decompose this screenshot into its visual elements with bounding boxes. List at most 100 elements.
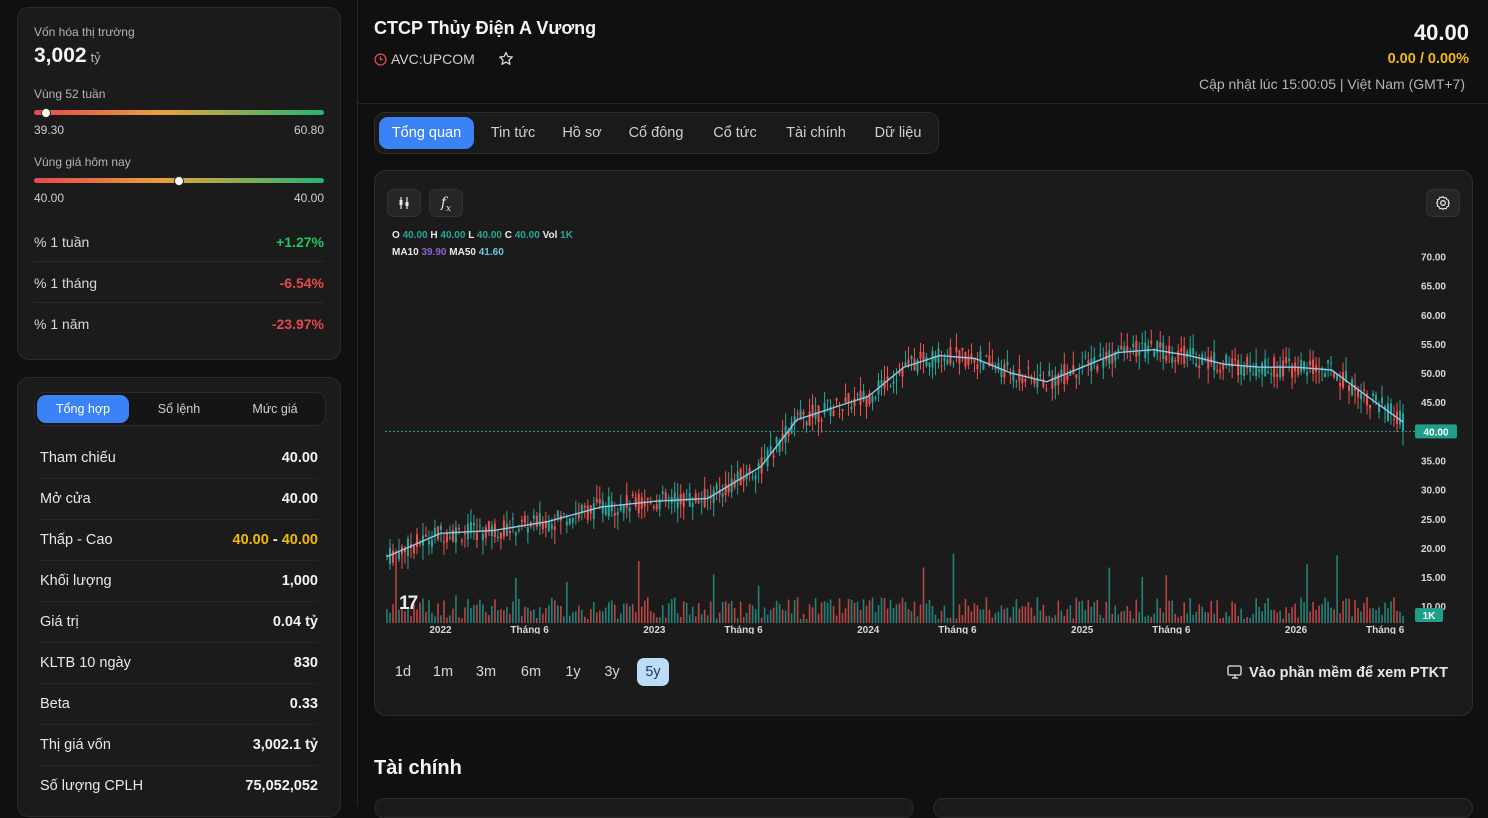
candle-body [1096, 365, 1099, 372]
tab-data[interactable]: Dữ liệu [874, 125, 922, 141]
volume-bar [751, 605, 754, 623]
tab-dividends[interactable]: Cổ tức [713, 125, 757, 141]
volume-bar [685, 602, 688, 623]
tab-orderbook[interactable]: Sổ lệnh [157, 402, 201, 416]
volume-bar [419, 602, 421, 623]
volume-bar [784, 610, 787, 623]
close-value: 40.00 [514, 230, 540, 241]
row-value: 1,000 [281, 573, 318, 589]
candle-body [871, 396, 874, 403]
candle-body [1078, 377, 1081, 379]
volume-bar [1390, 601, 1392, 623]
row-value: 40.00 - 40.00 [233, 532, 319, 548]
candle-body [1387, 403, 1390, 422]
star-icon[interactable] [498, 51, 514, 67]
candle-body [934, 355, 937, 362]
range-1m[interactable]: 1m [432, 664, 454, 680]
candle-body [1045, 388, 1048, 390]
candle-body [478, 525, 481, 527]
volume-bar [715, 618, 718, 623]
range52-low: 39.30 [34, 123, 65, 137]
tab-overview[interactable]: Tổng quan [379, 117, 474, 149]
candle-body [1138, 352, 1141, 356]
main-panel: CTCP Thủy Điện A Vương AVC:UPCOM 40.00 0… [358, 0, 1488, 818]
volume-bar [1078, 601, 1081, 623]
volume-bar [1258, 606, 1260, 623]
row-shares: Số lượng CPLH 75,052,052 [40, 766, 318, 807]
update-time: Cập nhật lúc 15:00:05 | Việt Nam (GMT+7) [1198, 76, 1465, 92]
volume-bar [1318, 605, 1320, 623]
candle-body [751, 476, 754, 478]
candle-body [700, 500, 703, 502]
candle-body [631, 494, 634, 496]
range-3m[interactable]: 3m [475, 664, 497, 680]
candle-body [433, 528, 436, 537]
x-tick-label: 2025 [1071, 625, 1094, 634]
gear-icon[interactable] [1426, 189, 1460, 217]
candle-body [628, 507, 631, 512]
volume-bar [1090, 606, 1093, 623]
volume-bar [587, 618, 589, 623]
candle-body [622, 504, 625, 513]
tab-shareholders[interactable]: Cổ đông [628, 125, 684, 141]
ma10-label: MA10 [392, 247, 419, 258]
volume-bar [997, 611, 1000, 623]
volume-bar [1048, 615, 1051, 623]
high-label: H [430, 230, 438, 241]
volume-bar [970, 611, 973, 623]
candle-body [1036, 377, 1039, 388]
volume-bar [682, 601, 685, 623]
candle-body [880, 380, 883, 384]
range-1y[interactable]: 1y [565, 664, 581, 680]
candlestick-icon[interactable] [387, 189, 421, 217]
candle-body [1258, 368, 1261, 372]
candle-body [832, 410, 835, 417]
volume-bar [1252, 614, 1254, 623]
range-5y[interactable]: 5y [637, 658, 669, 686]
candle-body [616, 511, 619, 516]
volume-bar [539, 607, 541, 623]
volume-bar [431, 612, 433, 623]
candle-body [727, 484, 730, 493]
volume-bar [772, 607, 775, 623]
candle-body [538, 513, 541, 527]
range-1d[interactable]: 1d [394, 664, 412, 680]
volume-bar [1273, 609, 1275, 623]
tab-financials[interactable]: Tài chính [786, 125, 846, 141]
candle-body [595, 498, 598, 503]
indicator-icon[interactable]: fx [429, 189, 463, 217]
volume-bar [1066, 609, 1069, 623]
range-6m[interactable]: 6m [520, 664, 542, 680]
volume-bar [1075, 597, 1078, 623]
volume-bar [697, 603, 700, 623]
candle-body [964, 351, 967, 367]
candle-body [793, 416, 796, 424]
tab-summary[interactable]: Tổng hợp [37, 395, 129, 423]
volume-bar [760, 617, 763, 623]
candle-body [1033, 378, 1036, 384]
market-cap-value: 3,002 tỷ [34, 44, 101, 67]
row-label: Số lượng CPLH [40, 778, 144, 794]
x-tick-label: Tháng 6 [510, 625, 549, 634]
volume-bar [910, 611, 913, 623]
volume-bar [413, 604, 415, 623]
y-tick-label: 45.00 [1421, 398, 1446, 409]
volume-bar [1213, 613, 1215, 623]
tab-news[interactable]: Tin tức [490, 125, 536, 141]
candle-body [844, 397, 847, 403]
candle-body [412, 545, 415, 554]
range-3y[interactable]: 3y [604, 664, 620, 680]
candle-body [730, 478, 733, 493]
row-label: Thấp - Cao [40, 532, 113, 548]
tab-profile[interactable]: Hồ sơ [562, 125, 602, 141]
tab-price-levels[interactable]: Mức giá [252, 402, 298, 416]
open-label: O [392, 230, 400, 241]
volume-bar [595, 612, 598, 623]
ptkt-link[interactable]: Vào phần mềm để xem PTKT [1227, 665, 1448, 681]
candle-body [898, 371, 901, 374]
candle-body [775, 437, 778, 444]
price-chart[interactable]: 70.00 65.00 60.00 55.00 50.00 45.00 40.00 35.00… [385, 229, 1473, 634]
volume-bar [589, 609, 592, 623]
volume-bar [389, 612, 391, 623]
row-low-high: Thấp - Cao 40.00 - 40.00 [40, 520, 318, 561]
